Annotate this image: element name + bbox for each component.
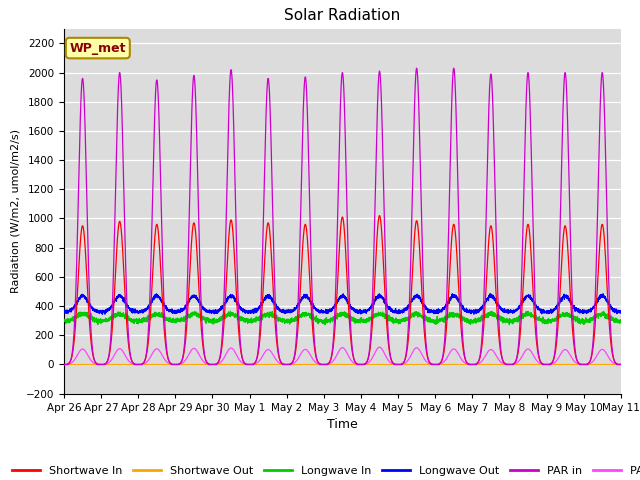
Y-axis label: Radiation (W/m2, umol/m2/s): Radiation (W/m2, umol/m2/s): [10, 129, 20, 293]
Text: WP_met: WP_met: [70, 42, 126, 55]
X-axis label: Time: Time: [327, 418, 358, 431]
Title: Solar Radiation: Solar Radiation: [284, 9, 401, 24]
Legend: Shortwave In, Shortwave Out, Longwave In, Longwave Out, PAR in, PAR out: Shortwave In, Shortwave Out, Longwave In…: [8, 461, 640, 480]
